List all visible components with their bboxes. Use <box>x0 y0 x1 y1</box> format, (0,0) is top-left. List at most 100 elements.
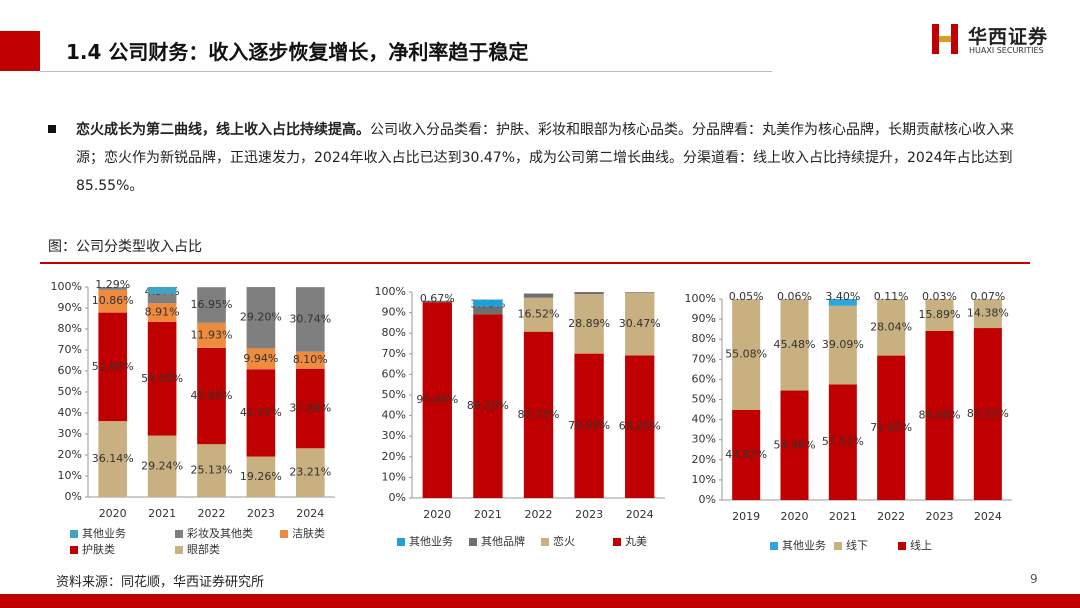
y-tick-label: 30% <box>382 429 406 442</box>
legend-swatch <box>280 530 288 538</box>
caption-rule <box>40 262 1030 264</box>
data-label: 8.91% <box>145 306 180 319</box>
bar-segment <box>925 330 954 500</box>
bar-segment <box>828 384 857 500</box>
data-label: 29.24% <box>141 459 183 472</box>
bar-segment <box>147 303 177 323</box>
legend-label: 洁肤类 <box>292 526 325 540</box>
data-label: 0.03% <box>922 290 957 303</box>
bar-segment <box>98 287 128 290</box>
bar-segment <box>523 297 554 332</box>
data-label: 69.20% <box>619 420 661 433</box>
x-tick-label: 2024 <box>296 507 324 520</box>
slide-title: 1.4 公司财务：收入逐步恢复增长，净利率趋于稳定 <box>66 40 529 64</box>
bar-segment <box>973 328 1002 500</box>
bar-segment <box>828 299 857 306</box>
y-tick-label: 50% <box>58 385 82 398</box>
bar-segment <box>295 448 325 497</box>
y-tick-label: 10% <box>58 469 82 482</box>
data-label: 71.85% <box>870 421 912 434</box>
y-tick-label: 60% <box>692 372 716 385</box>
legend-label: 其他业务 <box>409 535 453 548</box>
legend-label: 护肤类 <box>82 542 115 556</box>
legend-label: 眼部类 <box>187 542 220 556</box>
header-rule <box>40 71 772 72</box>
x-tick-label: 2021 <box>474 508 502 521</box>
bar-segment <box>925 299 954 331</box>
y-tick-label: 70% <box>382 347 406 360</box>
bar-segment <box>574 353 604 498</box>
data-label: 0.07% <box>970 290 1005 303</box>
y-tick-label: 50% <box>692 393 716 406</box>
bar-segment <box>422 302 452 498</box>
x-tick-label: 2023 <box>247 507 275 520</box>
bar-segment <box>295 368 325 449</box>
data-label: 54.46% <box>774 438 816 451</box>
y-tick-label: 40% <box>692 413 716 426</box>
data-label: 25.13% <box>191 464 233 477</box>
bar-segment <box>98 289 128 313</box>
bar-segment <box>625 292 655 293</box>
paragraph-lead: 恋火成长为第二曲线，线上收入占比持续提高。 <box>76 122 370 138</box>
logo-subtext: HUAXI SECURITIES <box>969 46 1044 55</box>
data-label: 23.21% <box>289 466 331 479</box>
y-tick-label: 40% <box>58 406 82 419</box>
legend-swatch <box>397 538 405 546</box>
bar-segment <box>523 331 554 498</box>
data-label: 15.89% <box>919 308 961 321</box>
bar-segment <box>147 287 177 295</box>
legend-swatch <box>613 538 621 546</box>
y-tick-label: 60% <box>382 367 406 380</box>
legend-label: 其他业务 <box>82 527 126 540</box>
bar-segment <box>197 287 226 323</box>
bar-segment <box>625 292 655 356</box>
bar-segment <box>625 355 655 498</box>
x-tick-label: 2020 <box>423 508 451 521</box>
footer-band <box>0 594 1080 608</box>
bar-segment <box>877 299 906 356</box>
bar-segment <box>574 294 604 354</box>
bar-segment <box>780 299 809 391</box>
bar-segment <box>197 347 226 445</box>
y-tick-label: 90% <box>382 306 406 319</box>
x-tick-label: 2023 <box>575 508 603 521</box>
x-tick-label: 2020 <box>99 507 127 520</box>
bar-segment <box>147 294 177 304</box>
y-tick-label: 50% <box>382 388 406 401</box>
source: 资料来源：同花顺，华西证券研究所 <box>56 575 265 590</box>
legend-swatch <box>770 542 778 550</box>
bar-segment <box>473 306 503 315</box>
bar-segment <box>246 369 276 457</box>
y-tick-label: 40% <box>382 409 406 422</box>
x-tick-label: 2022 <box>525 508 553 521</box>
data-label: 95.06% <box>416 393 458 406</box>
bar-segment <box>98 312 128 422</box>
data-label: 45.48% <box>774 338 816 351</box>
logo-text: 华西证券 <box>968 26 1049 48</box>
legend-swatch <box>834 542 842 550</box>
legend-label: 丸美 <box>625 535 647 548</box>
data-label: 8.10% <box>293 353 328 366</box>
y-tick-label: 80% <box>382 326 406 339</box>
legend-label: 其他业务 <box>782 539 826 552</box>
logo-mark <box>932 24 958 54</box>
bar-segment <box>295 351 325 369</box>
legend-swatch <box>898 542 906 550</box>
legend-swatch <box>70 530 78 538</box>
legend-swatch <box>541 538 549 546</box>
data-label: 14.38% <box>967 307 1009 320</box>
data-label: 10.86% <box>92 294 134 307</box>
y-tick-label: 80% <box>692 332 716 345</box>
charts: 0% 10% 20% 30% 40% 50% 60% 70% 80% 90% 100% 2020 36.… <box>51 278 1012 556</box>
y-tick-label: 0% <box>699 493 716 506</box>
legend-swatch <box>175 530 183 538</box>
y-tick-label: 20% <box>58 448 82 461</box>
y-tick-label: 10% <box>382 470 406 483</box>
bar-segment <box>98 421 128 497</box>
y-tick-label: 30% <box>58 427 82 440</box>
header-block <box>0 31 40 71</box>
data-label: 39.09% <box>822 338 864 351</box>
x-tick-label: 2022 <box>198 507 226 520</box>
data-label: 28.89% <box>568 317 610 330</box>
